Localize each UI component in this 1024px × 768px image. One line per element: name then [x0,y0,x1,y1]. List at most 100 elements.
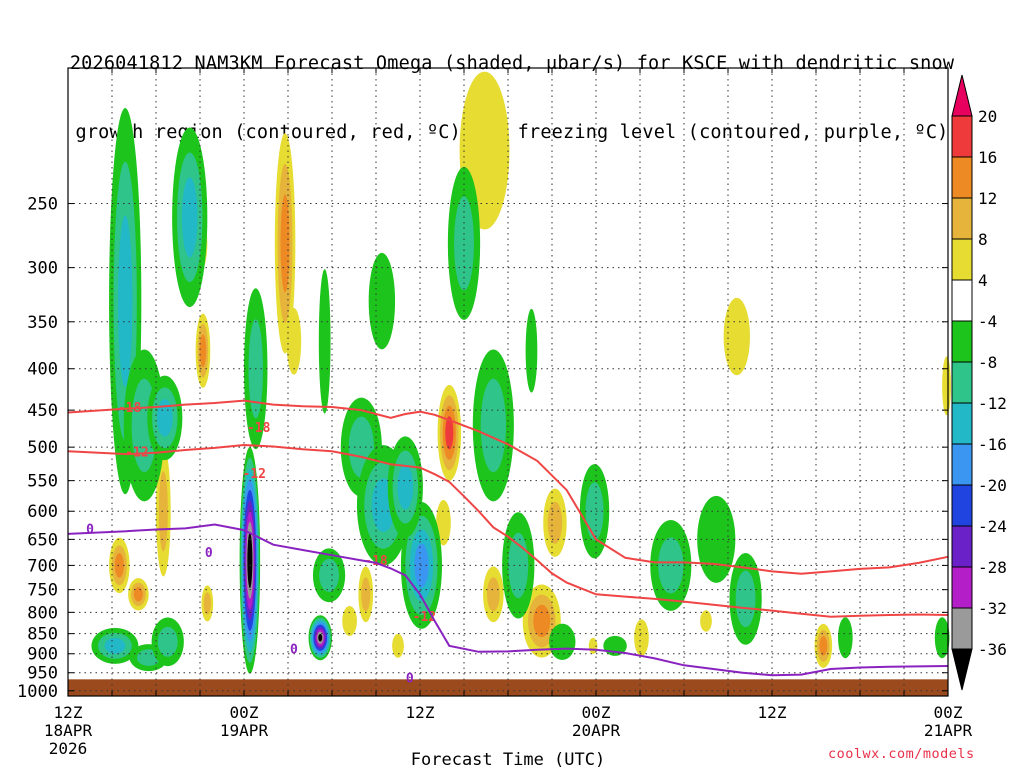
colorbar-swatch [951,279,973,322]
omega-cell [437,384,462,481]
omega-cell [109,537,130,594]
omega-cell [147,375,183,461]
colorbar-arrow-top [951,74,973,117]
contour-line [67,523,949,677]
omega-cell [358,566,374,623]
omega-level [158,471,168,552]
omega-cell [579,464,610,559]
y-tick-label: 300 [27,259,58,279]
omega-level [934,617,950,659]
omega-level [318,269,331,414]
colorbar-swatch [951,320,973,363]
omega-cell [239,447,261,674]
y-tick-label: 950 [27,664,58,684]
contour-label: -12 [125,445,148,460]
contour-label: 0 [86,522,94,537]
omega-level [361,577,371,612]
colorbar-label: -12 [978,394,1007,413]
omega-level [342,606,357,637]
omega-level [838,617,853,659]
omega-level [436,500,451,546]
omega-cell [934,617,950,659]
x-tick-label: 18APR [44,721,93,740]
colorbar-swatch [951,443,973,486]
contour-label: 0 [290,643,298,658]
colorbar-label: -16 [978,435,1007,454]
y-tick-label: 400 [27,360,58,380]
omega-level [133,587,143,602]
omega-cell [634,619,649,657]
omega-level [525,308,538,393]
omega-level [454,196,474,291]
x-tick-label: 00Z [230,703,259,722]
omega-level [735,570,756,628]
omega-level [199,334,207,368]
x-axis-label: Forecast Time (UTC) [411,750,605,768]
omega-level [104,637,126,654]
omega-level [318,634,323,642]
colorbar-swatch [951,525,973,568]
omega-level [634,619,649,657]
colorbar-swatch [951,115,973,158]
colorbar-label: 4 [978,271,988,290]
omega-level [697,495,736,583]
omega-level [247,543,252,578]
omega-level [533,604,551,638]
colorbar-swatch [951,156,973,199]
omega-cell [201,585,214,622]
colorbar-label: -8 [978,353,997,372]
omega-cell [525,308,538,393]
omega-cell [436,500,451,546]
colorbar-label: -32 [978,599,1007,618]
y-tick-label: 450 [27,401,58,421]
contour-label: 0 [406,672,414,687]
x-tick-label: 21APR [924,721,973,740]
omega-cell [151,617,184,667]
y-tick-label: 550 [27,472,58,492]
y-tick-label: 1000 [17,682,58,702]
omega-level [723,297,750,376]
x-tick-label: 2026 [49,739,88,758]
contour-label: 0 [205,546,213,561]
omega-cell [312,548,346,603]
omega-level [118,215,133,387]
colorbar-swatch [951,361,973,404]
x-tick-label: 20APR [572,721,621,740]
y-tick-label: 850 [27,625,58,645]
omega-level [397,464,414,510]
contour-line [67,443,949,618]
omega-cell [729,553,762,645]
omega-level [549,623,576,661]
omega-cell [156,446,171,577]
contour-line [67,399,949,575]
omega-level [445,416,454,450]
omega-cell [91,627,139,664]
omega-shading-layer [91,71,951,674]
omega-level [819,636,828,656]
pressure-axis: 2503003504004505005506006507007508008509… [17,195,948,702]
colorbar-swatch [951,402,973,445]
omega-cell [483,566,504,623]
x-tick-label: 19APR [220,721,269,740]
contour-label: -18 [118,401,142,416]
y-tick-label: 500 [27,438,58,458]
colorbar-label: -20 [978,476,1007,495]
chart-title-line-1: 2026041812 NAM3KM Forecast Omega (shaded… [69,53,955,74]
omega-level [487,577,500,612]
y-tick-label: 700 [27,556,58,576]
colorbar-swatch [951,484,973,527]
chart-title: 2026041812 NAM3KM Forecast Omega (shaded… [0,6,1024,167]
y-tick-label: 600 [27,502,58,522]
omega-cell [723,297,750,376]
x-tick-label: 12Z [54,703,83,722]
contour-label: -18 [247,421,271,436]
y-tick-label: 900 [27,645,58,665]
omega-cell [308,615,332,661]
omega-level [181,177,198,258]
omega-cell [128,578,149,611]
colorbar-label: -28 [978,558,1007,577]
colorbar-label: -4 [978,312,997,331]
source-credit: coolwx.com/models [828,746,975,762]
contour-label: -12 [243,467,266,482]
